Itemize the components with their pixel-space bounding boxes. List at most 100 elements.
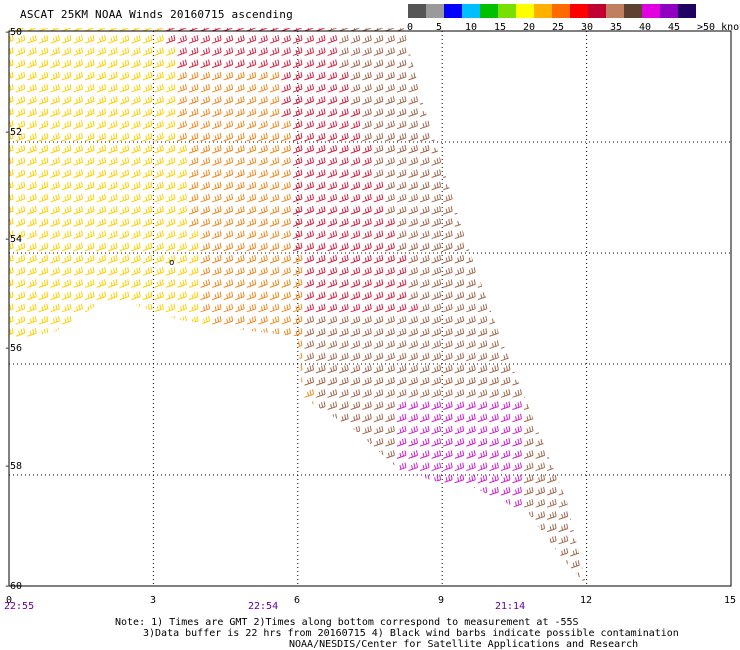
wind-barb — [235, 315, 245, 325]
wind-barb — [558, 181, 569, 191]
wind-barb — [408, 315, 418, 325]
wind-barb — [154, 474, 164, 484]
wind-barb — [188, 230, 199, 240]
wind-barb — [315, 169, 326, 178]
wind-barb — [281, 145, 291, 154]
wind-barb — [119, 511, 130, 520]
wind-barb — [466, 315, 476, 325]
wind-barb — [419, 181, 430, 191]
wind-barb — [223, 169, 234, 178]
wind-barb — [223, 132, 234, 142]
wind-barb — [477, 523, 488, 533]
wind-barb — [15, 83, 26, 93]
wind-barb — [350, 486, 361, 496]
wind-barb — [339, 157, 349, 166]
wind-barb — [235, 462, 245, 472]
wind-barb — [142, 59, 153, 69]
wind-barb — [142, 28, 153, 32]
wind-barb — [292, 279, 303, 288]
wind-barb — [419, 474, 430, 484]
wind-barb — [315, 486, 326, 496]
wind-barb — [339, 572, 349, 581]
wind-barb — [38, 523, 49, 533]
wind-barb — [177, 230, 187, 240]
wind-barb — [443, 218, 453, 227]
wind-barb — [477, 218, 488, 227]
wind-barb — [431, 376, 442, 386]
wind-barb — [523, 120, 534, 130]
wind-barb — [512, 535, 522, 545]
wind-barb — [38, 291, 49, 301]
wind-barb — [292, 218, 303, 227]
wind-barb — [558, 169, 569, 178]
wind-barb — [466, 157, 476, 166]
wind-barb — [96, 71, 107, 81]
wind-barb — [38, 242, 49, 252]
wind-barb — [419, 523, 430, 533]
wind-barb — [396, 108, 407, 117]
wind-barb — [235, 303, 245, 313]
wind-barb — [396, 376, 407, 386]
wind-barb — [246, 413, 257, 423]
wind-barb — [235, 547, 245, 557]
wind-barb — [477, 145, 488, 154]
wind-barb — [304, 376, 315, 386]
wind-barb — [9, 145, 14, 154]
wind-barb — [362, 132, 372, 142]
wind-barb — [73, 572, 83, 581]
wind-barb — [223, 28, 234, 32]
wind-barb — [9, 59, 14, 69]
wind-barb — [9, 181, 14, 191]
wind-barb — [466, 560, 476, 569]
wind-barb — [523, 96, 534, 105]
wind-barb — [292, 254, 303, 264]
wind-barb — [131, 132, 141, 142]
wind-barb — [500, 71, 511, 81]
wind-barb — [546, 83, 557, 93]
wind-barb — [373, 145, 384, 154]
wind-barb — [362, 315, 372, 325]
wind-barb — [211, 206, 222, 215]
wind-barb — [142, 340, 153, 349]
wind-barb — [107, 340, 118, 349]
wind-barb — [188, 535, 199, 545]
wind-barb — [546, 145, 557, 154]
wind-barb — [27, 145, 37, 154]
wind-barb — [223, 157, 234, 166]
wind-barb — [223, 303, 234, 313]
wind-barb — [107, 267, 118, 276]
wind-barb — [443, 291, 453, 301]
wind-barb — [73, 315, 83, 325]
wind-barb — [188, 28, 199, 32]
wind-barb — [246, 291, 257, 301]
wind-barb — [489, 120, 499, 130]
wind-barb — [558, 254, 569, 264]
wind-barb — [304, 364, 315, 374]
wind-barb — [385, 376, 395, 386]
wind-barb — [454, 206, 465, 215]
wind-barb — [512, 254, 522, 264]
wind-barb — [107, 254, 118, 264]
wind-barb — [489, 83, 499, 93]
wind-barb — [223, 486, 234, 496]
wind-barb — [9, 291, 14, 301]
wind-barb — [258, 291, 268, 301]
wind-barb — [258, 108, 268, 117]
wind-barb — [315, 547, 326, 557]
wind-barb — [385, 315, 395, 325]
wind-barb — [454, 474, 465, 484]
wind-barb — [431, 425, 442, 435]
wind-barb — [431, 120, 442, 130]
wind-barb — [9, 267, 14, 276]
wind-barb — [315, 47, 326, 56]
wind-barb — [165, 486, 176, 496]
wind-barb — [385, 303, 395, 313]
wind-barb — [258, 450, 268, 459]
wind-barb — [96, 523, 107, 533]
wind-barb — [304, 108, 315, 117]
wind-barb — [223, 352, 234, 362]
wind-barb — [107, 291, 118, 301]
wind-barb — [489, 47, 499, 56]
wind-barb — [154, 254, 164, 264]
wind-barb — [350, 218, 361, 227]
